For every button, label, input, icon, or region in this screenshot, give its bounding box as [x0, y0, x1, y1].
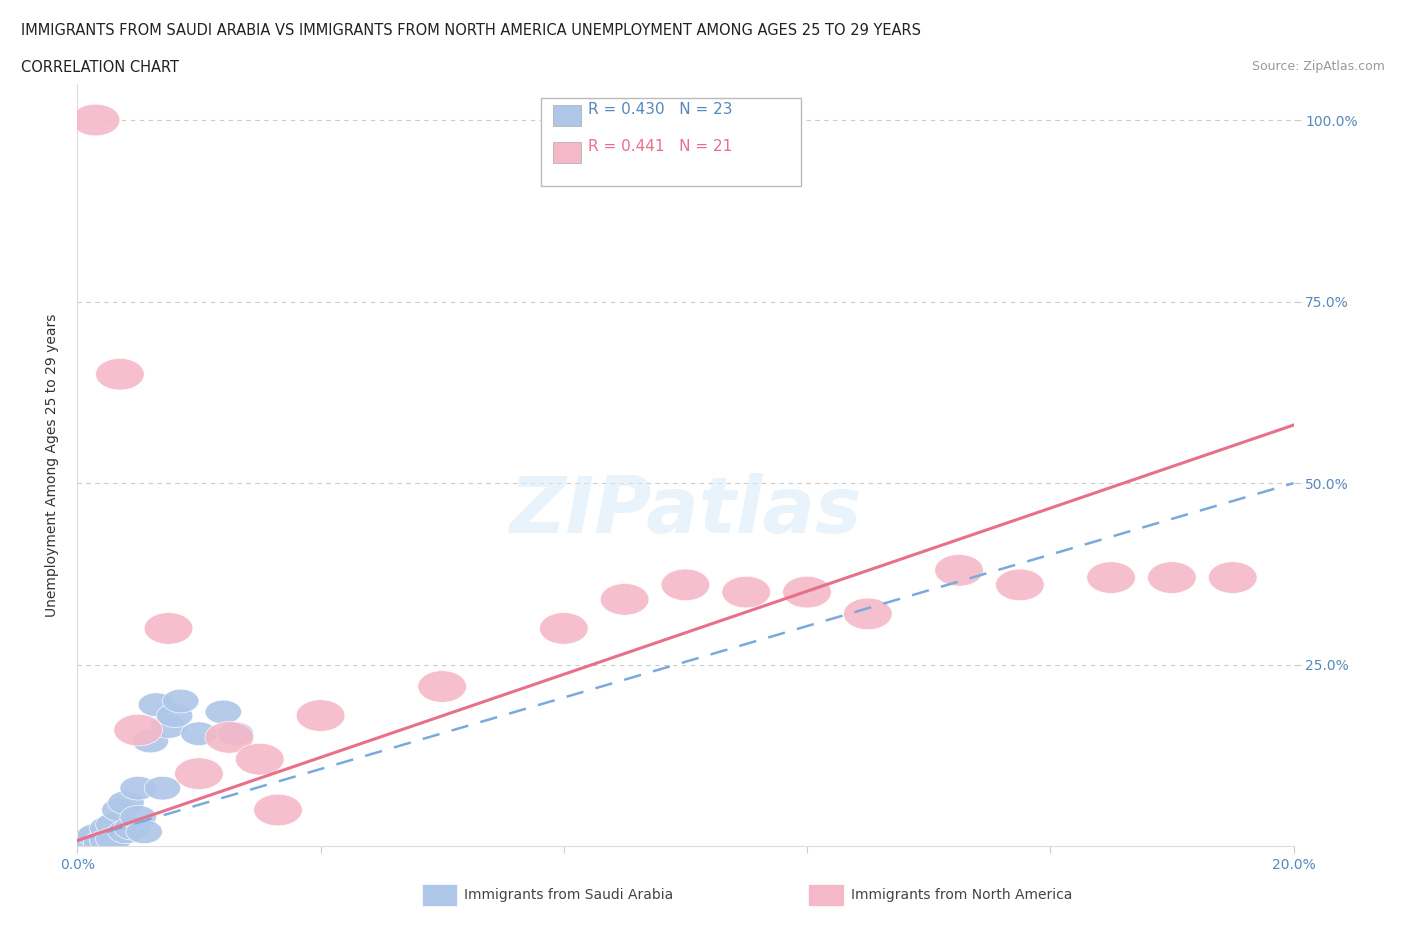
Ellipse shape [108, 820, 145, 844]
Ellipse shape [661, 569, 710, 601]
Ellipse shape [108, 790, 145, 815]
Ellipse shape [844, 598, 893, 630]
Text: Immigrants from Saudi Arabia: Immigrants from Saudi Arabia [464, 887, 673, 902]
Ellipse shape [90, 817, 127, 840]
Ellipse shape [163, 689, 200, 713]
Ellipse shape [418, 671, 467, 702]
Ellipse shape [1147, 562, 1197, 593]
Ellipse shape [783, 577, 831, 608]
Ellipse shape [96, 827, 132, 851]
Y-axis label: Unemployment Among Ages 25 to 29 years: Unemployment Among Ages 25 to 29 years [45, 313, 59, 617]
Ellipse shape [1087, 562, 1136, 593]
Ellipse shape [120, 777, 156, 800]
Ellipse shape [205, 700, 242, 724]
Text: IMMIGRANTS FROM SAUDI ARABIA VS IMMIGRANTS FROM NORTH AMERICA UNEMPLOYMENT AMONG: IMMIGRANTS FROM SAUDI ARABIA VS IMMIGRAN… [21, 23, 921, 38]
Ellipse shape [138, 693, 174, 716]
Ellipse shape [205, 722, 253, 753]
Ellipse shape [114, 714, 163, 746]
Text: CORRELATION CHART: CORRELATION CHART [21, 60, 179, 75]
Ellipse shape [156, 704, 193, 727]
Ellipse shape [72, 104, 120, 136]
Ellipse shape [77, 824, 114, 847]
Ellipse shape [721, 577, 770, 608]
Text: R = 0.441   N = 21: R = 0.441 N = 21 [588, 140, 733, 154]
Ellipse shape [120, 805, 156, 830]
Ellipse shape [253, 794, 302, 826]
Ellipse shape [132, 729, 169, 753]
Ellipse shape [83, 830, 120, 855]
Ellipse shape [174, 758, 224, 790]
Ellipse shape [72, 827, 108, 851]
Ellipse shape [935, 554, 983, 586]
Ellipse shape [995, 569, 1045, 601]
Ellipse shape [297, 699, 344, 731]
Ellipse shape [150, 714, 187, 738]
Ellipse shape [127, 820, 163, 844]
Ellipse shape [96, 358, 145, 390]
Ellipse shape [540, 613, 588, 644]
Text: ZIPatlas: ZIPatlas [509, 472, 862, 549]
Ellipse shape [145, 613, 193, 644]
Ellipse shape [217, 722, 253, 746]
Ellipse shape [90, 829, 127, 853]
Ellipse shape [600, 583, 650, 615]
Ellipse shape [1208, 562, 1257, 593]
Ellipse shape [114, 817, 150, 840]
Ellipse shape [181, 722, 217, 746]
Text: R = 0.430   N = 23: R = 0.430 N = 23 [588, 102, 733, 117]
Ellipse shape [235, 743, 284, 775]
Text: Immigrants from North America: Immigrants from North America [851, 887, 1071, 902]
Text: Source: ZipAtlas.com: Source: ZipAtlas.com [1251, 60, 1385, 73]
Ellipse shape [145, 777, 181, 800]
Ellipse shape [101, 798, 138, 822]
Ellipse shape [96, 813, 132, 836]
